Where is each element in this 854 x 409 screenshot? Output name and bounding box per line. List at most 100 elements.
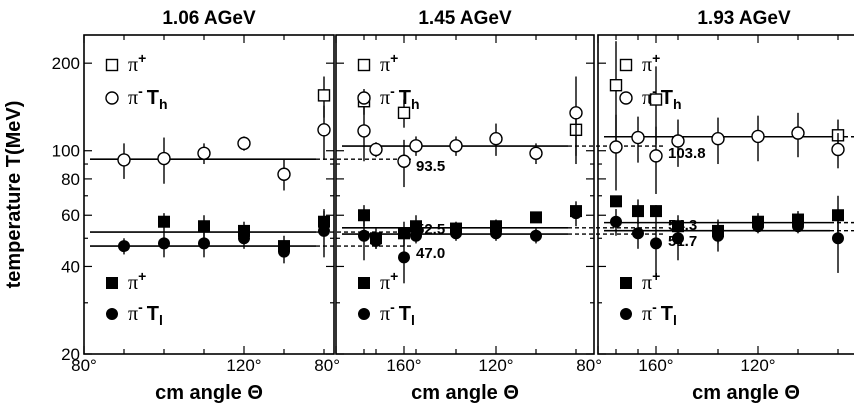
open-circle-marker [671, 134, 685, 148]
legend-label: π+ [642, 268, 660, 294]
filled-circle-marker [792, 220, 804, 233]
filled-circle-marker [238, 232, 250, 245]
legend-charge: + [390, 268, 398, 284]
panel-title: 1.93 AGeV [697, 8, 791, 29]
filled-square-marker [530, 211, 542, 224]
x-tick-label: 80° [576, 356, 602, 375]
panel-frame [83, 34, 335, 355]
legend-particle: π [128, 272, 138, 294]
x-axis-label: cm angle Θ [155, 382, 263, 404]
filled-circle-marker [158, 237, 170, 250]
legend-charge: - [138, 299, 143, 315]
panel-title: 1.06 AGeV [162, 8, 256, 29]
legend-charge: + [390, 50, 398, 66]
legend-particle: π [642, 303, 652, 325]
open-circle-marker [157, 151, 171, 166]
filled-circle-marker [712, 229, 724, 242]
legend-suffix: T [661, 87, 673, 109]
open-circle-marker [105, 91, 119, 105]
filled-circle-marker [650, 237, 662, 250]
legend-subscript: l [159, 312, 163, 328]
open-square-marker [619, 58, 633, 72]
legend-particle: π [380, 272, 390, 294]
filled-circle-marker [530, 229, 542, 242]
open-circle-marker [449, 139, 463, 153]
legend-charge: - [390, 299, 395, 315]
filled-circle-marker [198, 237, 210, 250]
panel-frame [335, 34, 595, 355]
y-axis-label: temperature T(MeV) [3, 101, 25, 289]
legend-label: π- Tl [642, 299, 677, 328]
open-circle-marker [357, 124, 371, 138]
open-square-marker [357, 58, 371, 72]
open-circle-marker [409, 139, 423, 153]
legend-label: π- Th [380, 83, 420, 112]
legend-subscript: l [411, 312, 415, 328]
legend-charge: - [138, 83, 143, 99]
filled-circle-marker [490, 227, 502, 240]
open-circle-marker [751, 129, 765, 144]
fit-value-label: 93.5 [416, 158, 445, 175]
legend-suffix: T [661, 303, 673, 325]
filled-circle-marker [752, 220, 764, 233]
x-tick-label: 120° [226, 356, 261, 375]
legend-subscript: l [673, 312, 677, 328]
x-axis-label: cm angle Θ [411, 382, 519, 404]
legend-label: π- Tl [128, 299, 163, 328]
filled-circle-marker [118, 240, 130, 253]
open-circle-marker [711, 131, 725, 146]
filled-circle-marker [620, 308, 632, 320]
fit-value-label: 103.8 [668, 145, 706, 162]
legend-charge: - [390, 83, 395, 99]
filled-square-marker [106, 277, 118, 289]
panel-3: 111.756.653.1π+π-Thπ+π-Tl [597, 34, 854, 355]
open-circle-marker [489, 131, 503, 146]
legend-label: π- Th [642, 83, 682, 112]
fit-value-label: 47.0 [416, 245, 445, 262]
x-tick-label: 120° [478, 356, 513, 375]
open-circle-marker [831, 142, 845, 157]
legend-charge: - [652, 83, 657, 99]
filled-square-marker [620, 277, 632, 289]
legend-label: π- Th [128, 83, 168, 112]
legend-particle: π [380, 303, 390, 325]
y-tick-label: 100 [52, 142, 80, 161]
open-circle-marker [197, 146, 211, 160]
legend-suffix: T [399, 303, 411, 325]
open-square-marker [649, 93, 663, 106]
x-tick-label: 80° [71, 356, 97, 375]
legend-charge: + [138, 268, 146, 284]
open-circle-marker [369, 142, 383, 157]
legend-particle: π [380, 87, 390, 109]
y-tick-label: 60 [61, 206, 80, 225]
open-square-marker [317, 89, 331, 102]
panel-1: 93.552.547.0π+π- Thπ+π- Tl [83, 34, 445, 355]
filled-square-marker [610, 195, 622, 208]
filled-circle-marker [672, 232, 684, 245]
filled-square-marker [650, 205, 662, 218]
open-circle-marker [791, 126, 805, 140]
open-square-marker [105, 58, 119, 72]
open-circle-marker [619, 91, 633, 105]
x-tick-label: 120° [740, 356, 775, 375]
legend-suffix: T [147, 303, 159, 325]
legend-charge: + [652, 268, 660, 284]
legend-label: π+ [380, 268, 398, 294]
open-circle-marker [277, 167, 291, 181]
y-tick-label: 200 [52, 54, 80, 73]
filled-square-marker [198, 220, 210, 233]
filled-circle-marker [358, 229, 370, 242]
filled-circle-marker [632, 227, 644, 240]
legend-label: π+ [128, 268, 146, 294]
legend-subscript: h [159, 96, 168, 112]
legend-subscript: h [673, 96, 682, 112]
legend-charge: - [652, 299, 657, 315]
x-tick-label: 80° [314, 356, 340, 375]
open-circle-marker [649, 149, 663, 163]
filled-circle-marker [410, 229, 422, 242]
filled-square-marker [632, 205, 644, 218]
filled-circle-marker [318, 224, 330, 237]
legend-charge: + [652, 50, 660, 66]
legend-label: π+ [380, 50, 398, 76]
y-tick-label: 20 [61, 345, 80, 364]
